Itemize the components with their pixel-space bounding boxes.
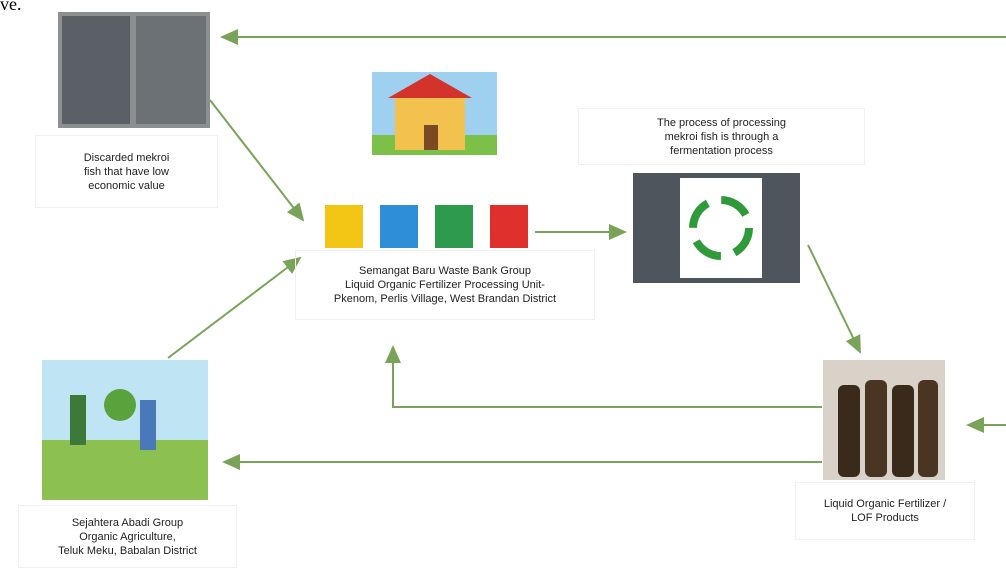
text-line: economic value [36, 179, 217, 193]
text-line: The process of processing [579, 116, 864, 130]
node-label: Sejahtera Abadi Group Organic Agricultur… [18, 505, 237, 568]
text-line: Sejahtera Abadi Group [19, 516, 236, 530]
text-line: Organic Agriculture, [19, 530, 236, 544]
waste-bank-image [372, 72, 497, 155]
node-label: Semangat Baru Waste Bank Group Liquid Or… [295, 250, 595, 320]
text-line: Liquid Organic Fertilizer / [796, 497, 974, 511]
node-label: Discarded mekroi fish that have low econ… [35, 135, 218, 208]
page: ve. [0, 0, 1006, 568]
lof-bottles-image [823, 360, 945, 480]
farmers-image [42, 360, 208, 500]
text-line: Teluk Meku, Babalan District [19, 544, 236, 558]
text-line: Semangat Baru Waste Bank Group [296, 264, 594, 278]
text-line: fermentation process [579, 144, 864, 158]
text-line: Pkenom, Perlis Village, West Brandan Dis… [296, 292, 594, 306]
text-line: mekroi fish is through a [579, 130, 864, 144]
fish-image [58, 12, 210, 128]
text-line: LOF Products [796, 511, 974, 525]
text-line: Discarded mekroi [36, 151, 217, 165]
fermentation-image [633, 173, 800, 283]
node-label: The process of processing mekroi fish is… [578, 108, 865, 165]
node-label: Liquid Organic Fertilizer / LOF Products [795, 482, 975, 540]
text-line: Liquid Organic Fertilizer Processing Uni… [296, 278, 594, 292]
text-line: fish that have low [36, 165, 217, 179]
recycle-bins [325, 205, 528, 248]
